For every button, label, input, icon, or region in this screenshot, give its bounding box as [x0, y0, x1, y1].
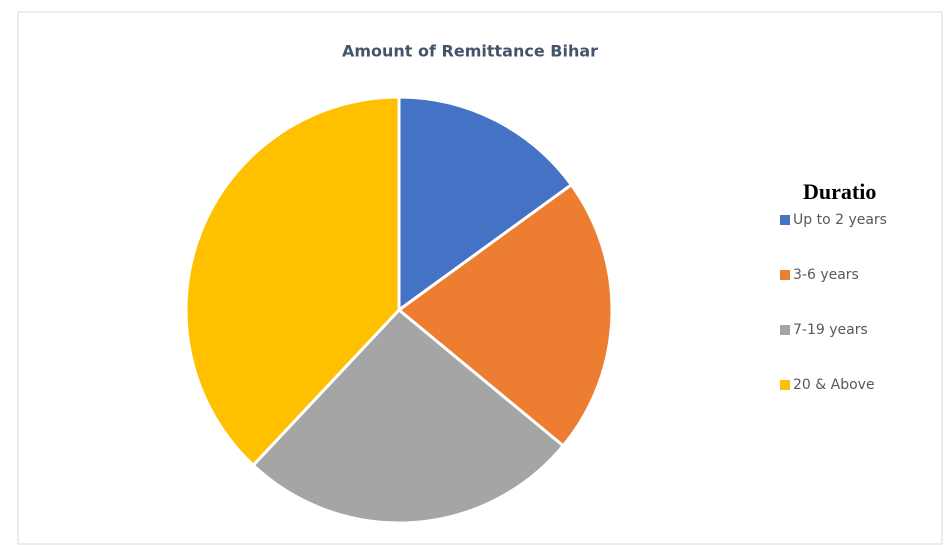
legend-label: 7-19 years	[793, 322, 868, 338]
pie-slice	[397, 95, 574, 313]
legend-title: Duratio	[803, 179, 876, 204]
legend-swatch	[780, 270, 790, 280]
chart-title: Amount of Remittance Bihar	[342, 42, 598, 61]
legend-swatch	[780, 380, 790, 390]
legend-swatch	[780, 325, 790, 335]
legend-swatch	[780, 215, 790, 225]
legend-label: Up to 2 years	[793, 212, 887, 228]
pie-slice	[396, 182, 614, 448]
legend-label: 20 & Above	[793, 377, 875, 393]
pie-slice	[184, 95, 401, 468]
legend-label: 3-6 years	[793, 267, 859, 283]
pie-slice	[251, 307, 566, 525]
